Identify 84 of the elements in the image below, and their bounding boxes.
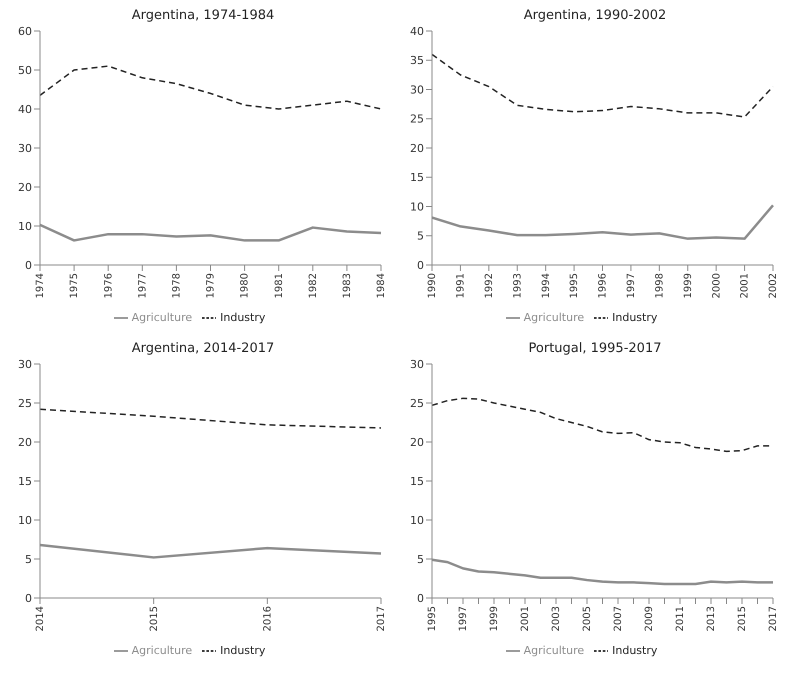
x-tick-label: 1999 — [489, 606, 500, 632]
y-tick-label: 0 — [417, 258, 424, 272]
legend-label: Agriculture — [524, 644, 584, 658]
chart-title: Argentina, 1990-2002 — [522, 8, 668, 23]
x-tick-label: 1998 — [654, 273, 666, 298]
y-tick-label: 10 — [18, 514, 32, 527]
y-tick-label: 60 — [18, 24, 32, 38]
y-tick-label: 30 — [18, 358, 32, 371]
x-tick-label: 1991 — [456, 273, 467, 298]
x-tick-label: 1977 — [137, 273, 148, 298]
y-tick-label: 15 — [410, 474, 424, 488]
legend-label: Agriculture — [132, 311, 192, 324]
legend-label: Agriculture — [524, 311, 584, 324]
x-tick-label: 1975 — [69, 273, 80, 298]
y-tick-label: 40 — [18, 102, 32, 116]
x-tick-label: 2011 — [675, 606, 686, 632]
x-tick-label: 1983 — [342, 273, 353, 298]
x-tick-label: 1997 — [458, 606, 470, 632]
x-tick-label: 1984 — [376, 273, 388, 298]
legend-label: Industry — [220, 644, 266, 658]
y-tick-label: 5 — [25, 552, 32, 566]
y-tick-label: 5 — [417, 552, 424, 566]
x-tick-label: 1980 — [240, 273, 251, 298]
x-tick-label: 2017 — [376, 606, 388, 632]
y-tick-label: 30 — [410, 83, 424, 96]
y-tick-label: 20 — [18, 436, 32, 449]
x-tick-label: 1981 — [274, 273, 285, 298]
x-tick-label: 2013 — [706, 606, 718, 632]
x-tick-label: 1995 — [427, 606, 438, 632]
x-tick-label: 1994 — [540, 273, 552, 298]
line-series — [39, 408, 382, 429]
y-tick-label: 10 — [18, 220, 32, 233]
y-tick-label: 50 — [18, 64, 32, 77]
x-tick-label: 2016 — [262, 606, 274, 632]
x-tick-label: 1990 — [427, 273, 438, 298]
legend-label: Industry — [612, 311, 658, 324]
x-tick-label: 1992 — [484, 273, 495, 298]
line-series — [39, 65, 382, 110]
x-tick-label: 1978 — [172, 273, 182, 298]
x-tick-label: 1996 — [598, 273, 609, 298]
x-tick-label: 1997 — [626, 273, 638, 298]
x-tick-label: 1999 — [682, 273, 694, 298]
x-tick-label: 1993 — [512, 273, 524, 298]
y-tick-label: 25 — [18, 396, 32, 410]
x-tick-label: 2015 — [737, 606, 748, 632]
x-tick-label: 2014 — [35, 606, 46, 632]
y-tick-label: 15 — [410, 171, 424, 184]
y-tick-label: 35 — [410, 54, 424, 68]
x-tick-label: 2015 — [148, 606, 160, 632]
x-tick-label: 2003 — [551, 606, 562, 632]
y-tick-label: 25 — [410, 112, 424, 126]
x-tick-label: 2002 — [768, 273, 780, 298]
y-tick-label: 30 — [18, 142, 32, 155]
y-tick-label: 20 — [410, 142, 424, 155]
x-tick-label: 1974 — [35, 273, 46, 298]
x-tick-label: 2001 — [520, 606, 532, 632]
y-tick-label: 0 — [25, 592, 32, 605]
legend-label: Industry — [612, 644, 658, 658]
y-tick-label: 15 — [18, 474, 32, 488]
x-tick-label: 1979 — [206, 273, 217, 298]
legend-label: Industry — [220, 311, 266, 324]
x-tick-label: 1995 — [569, 273, 580, 298]
chart-title: Portugal, 1995-2017 — [528, 341, 662, 356]
x-tick-label: 1976 — [103, 273, 114, 298]
y-tick-label: 30 — [410, 358, 424, 371]
x-tick-label: 1982 — [308, 273, 319, 298]
chart-title: Argentina, 1974-1984 — [130, 8, 276, 23]
y-tick-label: 10 — [410, 200, 424, 214]
y-tick-label: 0 — [417, 592, 424, 605]
x-tick-label: 2005 — [582, 606, 594, 632]
y-tick-label: 5 — [417, 230, 424, 243]
y-tick-label: 40 — [410, 24, 424, 38]
x-tick-label: 2009 — [644, 606, 656, 632]
y-tick-label: 20 — [410, 436, 424, 449]
chart-title: Argentina, 2014-2017 — [130, 341, 276, 356]
x-tick-label: 2001 — [740, 273, 751, 298]
y-tick-label: 20 — [18, 180, 32, 194]
y-tick-label: 25 — [410, 396, 424, 410]
y-tick-label: 10 — [410, 514, 424, 527]
x-tick-label: 2000 — [711, 273, 722, 298]
legend-label: Agriculture — [132, 644, 192, 658]
x-tick-label: 2007 — [613, 606, 624, 632]
x-tick-label: 2017 — [768, 606, 780, 632]
y-tick-label: 0 — [25, 258, 32, 272]
